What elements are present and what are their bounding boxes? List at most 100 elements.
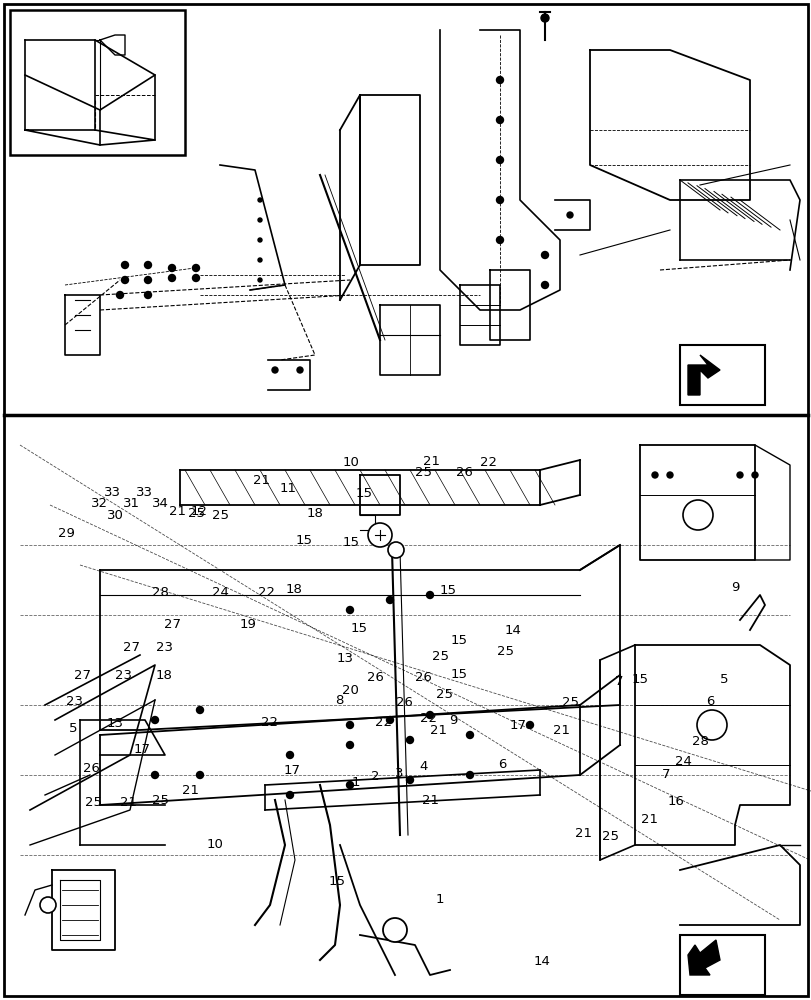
Text: 25: 25 <box>85 795 101 808</box>
Text: 22: 22 <box>375 716 391 729</box>
Circle shape <box>496 157 503 164</box>
Text: 15: 15 <box>450 668 466 682</box>
Circle shape <box>152 716 158 723</box>
Text: 14: 14 <box>504 624 521 637</box>
Text: 7: 7 <box>614 675 622 688</box>
Bar <box>10 10 185 155</box>
Circle shape <box>540 14 548 22</box>
Text: 22: 22 <box>480 456 496 469</box>
Circle shape <box>466 772 473 778</box>
Circle shape <box>286 752 293 758</box>
Text: 22: 22 <box>420 712 436 725</box>
Text: 24: 24 <box>212 585 229 598</box>
Text: 15: 15 <box>450 634 466 646</box>
Circle shape <box>196 706 204 713</box>
Text: 7: 7 <box>661 768 669 782</box>
Circle shape <box>466 731 473 738</box>
Circle shape <box>426 711 433 718</box>
Circle shape <box>122 276 128 284</box>
Text: 21: 21 <box>422 793 438 806</box>
Circle shape <box>169 274 175 282</box>
Text: 19: 19 <box>239 618 255 632</box>
Text: 22: 22 <box>261 716 277 729</box>
Text: 26: 26 <box>415 671 431 684</box>
Bar <box>679 345 764 405</box>
Circle shape <box>346 782 353 788</box>
Text: 9: 9 <box>730 581 738 594</box>
Text: 10: 10 <box>342 456 358 469</box>
Text: 27: 27 <box>123 641 139 654</box>
Circle shape <box>541 282 547 288</box>
Text: 8: 8 <box>335 694 343 707</box>
Text: 15: 15 <box>440 584 456 596</box>
Circle shape <box>388 542 404 558</box>
Text: 20: 20 <box>342 684 358 696</box>
Circle shape <box>122 261 128 268</box>
Text: 5: 5 <box>69 721 77 734</box>
Text: 23: 23 <box>156 641 172 654</box>
Text: 17: 17 <box>134 743 150 756</box>
Text: 21: 21 <box>423 455 440 468</box>
Circle shape <box>346 721 353 728</box>
Text: 21: 21 <box>182 784 199 796</box>
Text: 18: 18 <box>285 583 302 596</box>
Text: 25: 25 <box>431 650 448 663</box>
Text: 21: 21 <box>430 723 446 736</box>
Circle shape <box>196 772 204 778</box>
Circle shape <box>297 367 303 373</box>
Text: 1: 1 <box>351 776 359 789</box>
Text: 23: 23 <box>115 669 131 682</box>
Circle shape <box>367 523 392 547</box>
Text: 10: 10 <box>207 838 223 851</box>
Text: 22: 22 <box>258 585 274 598</box>
Circle shape <box>496 197 503 204</box>
Text: 15: 15 <box>355 487 371 500</box>
Circle shape <box>286 791 293 798</box>
Text: 26: 26 <box>367 671 383 684</box>
Circle shape <box>526 721 533 728</box>
Circle shape <box>386 596 393 603</box>
Circle shape <box>40 897 56 913</box>
Text: 33: 33 <box>104 486 120 499</box>
Text: 2: 2 <box>371 770 379 783</box>
Circle shape <box>192 274 200 282</box>
Bar <box>679 935 764 995</box>
Text: 1: 1 <box>436 894 444 906</box>
Circle shape <box>496 236 503 243</box>
Text: 15: 15 <box>350 622 367 635</box>
Circle shape <box>751 472 757 478</box>
Circle shape <box>258 258 262 262</box>
Text: 14: 14 <box>534 955 550 968</box>
Circle shape <box>496 77 503 84</box>
Text: 26: 26 <box>83 762 99 774</box>
Circle shape <box>406 776 413 784</box>
Circle shape <box>272 367 277 373</box>
Text: 3: 3 <box>395 767 403 780</box>
Circle shape <box>116 292 123 298</box>
Circle shape <box>406 736 413 743</box>
Circle shape <box>666 472 672 478</box>
Text: 26: 26 <box>456 466 472 479</box>
Text: 12: 12 <box>191 505 207 518</box>
Text: 17: 17 <box>509 719 526 732</box>
Text: 26: 26 <box>396 696 412 709</box>
Text: 15: 15 <box>296 534 312 547</box>
Text: 6: 6 <box>497 758 505 772</box>
Text: 9: 9 <box>448 713 457 726</box>
Text: 25: 25 <box>436 688 453 702</box>
Text: 13: 13 <box>107 717 123 730</box>
Circle shape <box>144 276 152 284</box>
Circle shape <box>258 238 262 242</box>
Text: 18: 18 <box>307 507 323 520</box>
Circle shape <box>192 264 200 271</box>
Text: 15: 15 <box>631 673 647 686</box>
Text: 28: 28 <box>691 735 707 748</box>
Circle shape <box>696 710 726 740</box>
Text: 15: 15 <box>328 876 345 888</box>
Text: 21: 21 <box>169 505 185 518</box>
Circle shape <box>346 741 353 748</box>
Text: 25: 25 <box>562 696 578 710</box>
Circle shape <box>152 772 158 778</box>
Text: 27: 27 <box>75 669 91 682</box>
Text: 5: 5 <box>719 673 727 686</box>
